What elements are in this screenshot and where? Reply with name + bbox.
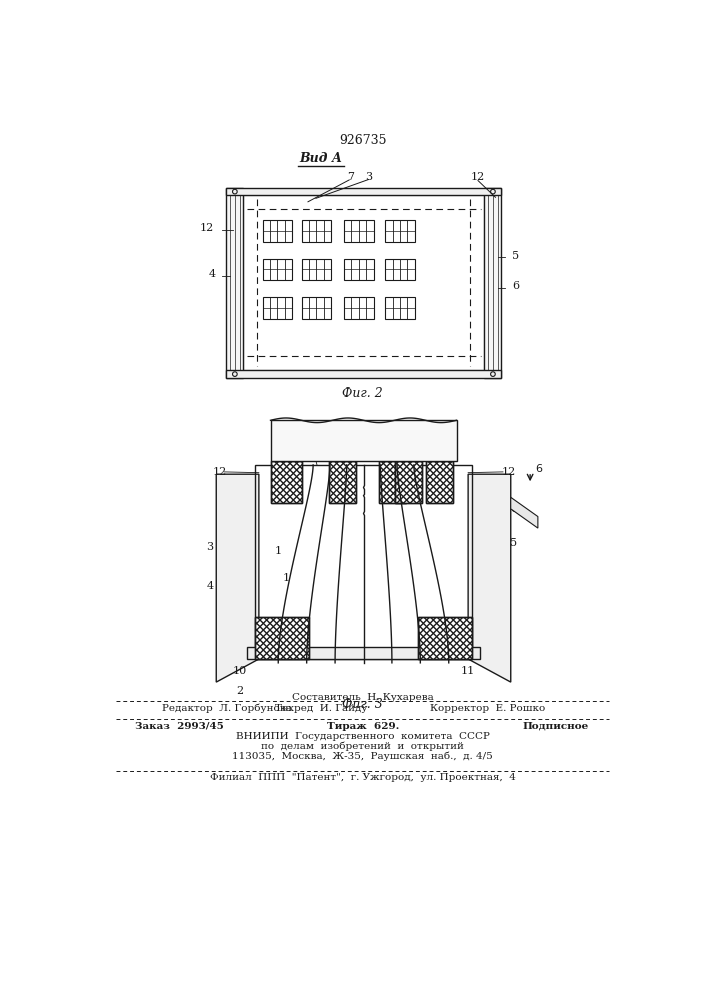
Bar (271, 420, 457, 461)
Bar (271, 461, 301, 503)
Text: 10: 10 (233, 666, 247, 676)
Bar (344, 259, 373, 280)
Bar (426, 461, 452, 503)
Polygon shape (216, 474, 259, 682)
Bar (385, 220, 414, 242)
Text: 5: 5 (510, 538, 517, 548)
Text: 11: 11 (461, 666, 475, 676)
Bar (263, 297, 292, 319)
Text: 12: 12 (502, 467, 516, 477)
Text: 12: 12 (213, 467, 227, 477)
Text: 5: 5 (512, 251, 519, 261)
Text: 7: 7 (347, 172, 354, 182)
Text: 926735: 926735 (339, 134, 387, 147)
Bar (418, 617, 472, 659)
Bar (344, 220, 373, 242)
Text: Корректор  Е. Рошко: Корректор Е. Рошко (431, 704, 546, 713)
Polygon shape (510, 497, 538, 528)
Bar (385, 297, 414, 319)
Text: ВНИИПИ  Государственного  комитета  СССР: ВНИИПИ Государственного комитета СССР (236, 732, 490, 741)
Text: 3: 3 (206, 542, 214, 552)
Bar (247, 647, 480, 659)
Bar (301, 297, 331, 319)
Bar (263, 259, 292, 280)
Text: Тираж  629.: Тираж 629. (327, 722, 399, 731)
Bar (344, 297, 373, 319)
Text: 6: 6 (510, 504, 517, 514)
Text: 4: 4 (209, 269, 216, 279)
Bar (255, 617, 309, 659)
Text: 12: 12 (470, 172, 484, 182)
Bar (226, 370, 501, 378)
Bar (271, 461, 301, 503)
Bar (263, 220, 292, 242)
Text: 6: 6 (512, 281, 519, 291)
Text: 1: 1 (282, 573, 290, 583)
Text: Филиал  ППП  "Патент",  г. Ужгород,  ул. Проектная,  4: Филиал ППП "Патент", г. Ужгород, ул. Про… (210, 773, 515, 782)
Text: 12: 12 (200, 223, 214, 233)
Bar (226, 188, 501, 195)
Bar (385, 259, 414, 280)
Text: 4: 4 (206, 581, 214, 591)
Bar (301, 220, 331, 242)
Text: 6: 6 (535, 464, 542, 474)
Text: Составитель  Н. Кухарева: Составитель Н. Кухарева (292, 693, 433, 702)
Text: 2: 2 (236, 686, 243, 696)
Text: Фиг. 3: Фиг. 3 (342, 698, 383, 711)
Text: Заказ  2993/45: Заказ 2993/45 (135, 722, 223, 731)
Bar (329, 461, 356, 503)
Bar (255, 465, 472, 659)
Bar (395, 461, 421, 503)
Text: 113035,  Москва,  Ж-35,  Раушская  наб.,  д. 4/5: 113035, Москва, Ж-35, Раушская наб., д. … (233, 751, 493, 761)
Text: 8: 8 (305, 421, 312, 431)
Text: Редактор  Л. Горбунова: Редактор Л. Горбунова (162, 703, 292, 713)
Text: Фиг. 2: Фиг. 2 (342, 387, 383, 400)
Bar (379, 461, 406, 503)
Bar (243, 195, 484, 370)
Text: Подписное: Подписное (522, 722, 588, 731)
Text: 9: 9 (349, 421, 356, 431)
Bar (226, 188, 243, 378)
Bar (379, 461, 406, 503)
Text: 3: 3 (366, 172, 373, 182)
Text: 1: 1 (275, 546, 282, 556)
Bar (329, 461, 356, 503)
Text: Техред  И. Гайду: Техред И. Гайду (274, 704, 367, 713)
Bar (484, 188, 501, 378)
Bar (255, 617, 309, 659)
Polygon shape (468, 474, 510, 682)
Bar (395, 461, 421, 503)
Bar (426, 461, 452, 503)
Bar (418, 617, 472, 659)
Text: Вид А: Вид А (299, 152, 342, 165)
Text: по  делам  изобретений  и  открытий: по делам изобретений и открытий (262, 741, 464, 751)
Bar (301, 259, 331, 280)
